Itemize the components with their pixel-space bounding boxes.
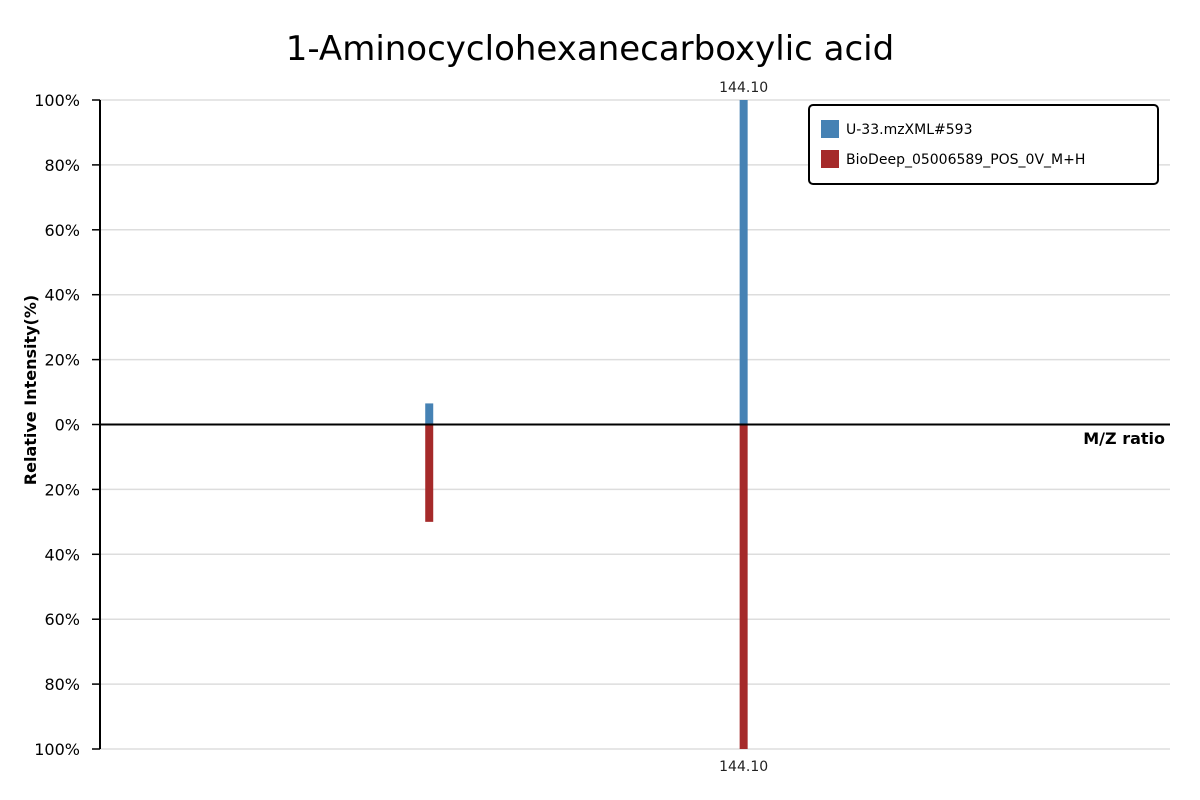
reference-peak-bar bbox=[739, 424, 748, 749]
x-axis-label: M/Z ratio bbox=[1083, 429, 1165, 448]
query-peak-bar bbox=[739, 100, 748, 425]
reference-peak-bar bbox=[425, 424, 434, 522]
reference-peak-label: 144.10 bbox=[719, 759, 768, 775]
y-tick-label: 40% bbox=[44, 545, 80, 564]
y-tick-label: 20% bbox=[44, 480, 80, 499]
legend-label-reference: BioDeep_05006589_POS_0V_M+H bbox=[846, 152, 1085, 168]
y-tick-label: 80% bbox=[44, 675, 80, 694]
y-tick-label: 80% bbox=[44, 156, 80, 175]
chart-title: 1-Aminocyclohexanecarboxylic acid bbox=[286, 29, 894, 69]
y-tick-label: 20% bbox=[44, 351, 80, 370]
y-tick-label: 100% bbox=[34, 91, 80, 110]
peak-label-layer: 144.10 144.10 bbox=[719, 80, 768, 775]
query-peak-label: 144.10 bbox=[719, 80, 768, 96]
legend-box bbox=[808, 104, 1159, 185]
legend: U-33.mzXML#593 BioDeep_05006589_POS_0V_M… bbox=[808, 104, 1159, 185]
peaks-layer bbox=[425, 100, 748, 749]
grid-layer bbox=[100, 99, 1170, 750]
legend-label-query: U-33.mzXML#593 bbox=[846, 122, 972, 138]
axis-layer bbox=[99, 100, 1170, 749]
query-peak-bar bbox=[425, 403, 434, 425]
y-tick-label: 60% bbox=[44, 221, 80, 240]
legend-swatch-reference bbox=[821, 150, 839, 168]
y-tick-layer: 100% 80% 60% 40% 20% 0% 20% 40% 60% 80% 100% bbox=[34, 91, 100, 759]
y-tick-label: 40% bbox=[44, 286, 80, 305]
y-tick-label: 0% bbox=[55, 416, 80, 435]
legend-swatch-query bbox=[821, 120, 839, 138]
y-tick-label: 60% bbox=[44, 610, 80, 629]
y-axis-label: Relative Intensity(%) bbox=[21, 295, 40, 485]
y-tick-label: 100% bbox=[34, 740, 80, 759]
